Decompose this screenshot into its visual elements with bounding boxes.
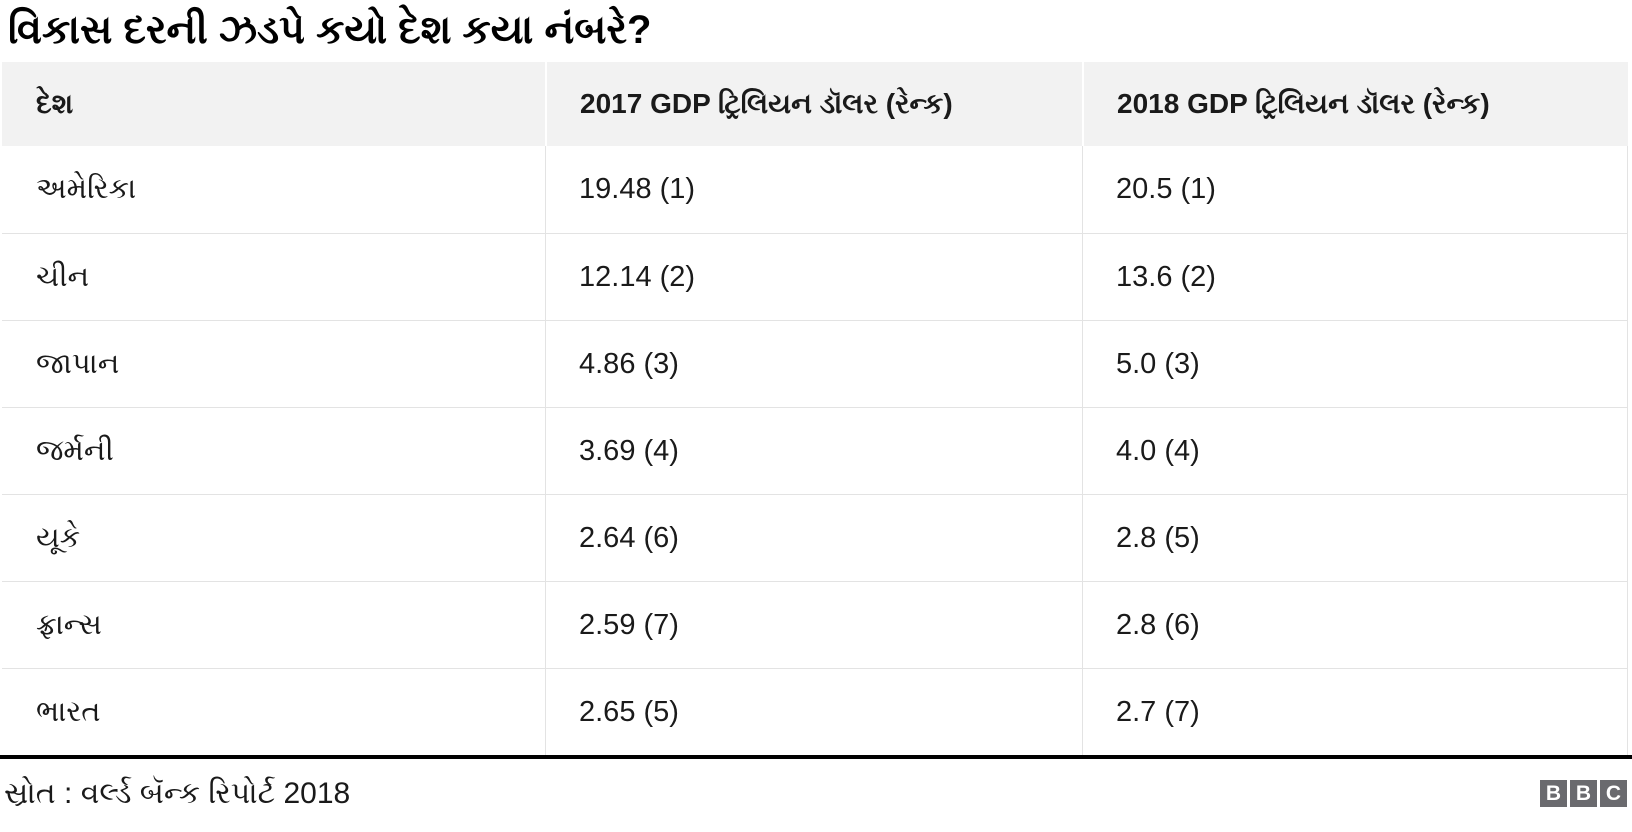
table-row: અમેરિકા 19.48 (1) 20.5 (1) — [2, 146, 1628, 233]
cell-gdp-2018: 13.6 (2) — [1082, 233, 1628, 320]
source-label: સ્રોત : વર્લ્ડ બૅન્ક રિપોર્ટ 2018 — [4, 776, 351, 810]
cell-country: યૂકે — [2, 494, 545, 581]
cell-gdp-2017: 19.48 (1) — [545, 146, 1082, 233]
footer-divider-rule — [0, 755, 1632, 759]
gdp-table: દેશ 2017 GDP ટ્રિલિયન ડૉલર (રેન્ક) 2018 … — [2, 62, 1628, 756]
cell-gdp-2018: 4.0 (4) — [1082, 407, 1628, 494]
cell-gdp-2018: 2.7 (7) — [1082, 668, 1628, 755]
bbc-logo-block-2: B — [1570, 780, 1597, 807]
cell-gdp-2018: 2.8 (6) — [1082, 581, 1628, 668]
bbc-logo: B B C — [1540, 780, 1627, 807]
table-row: યૂકે 2.64 (6) 2.8 (5) — [2, 494, 1628, 581]
table-row: જર્મની 3.69 (4) 4.0 (4) — [2, 407, 1628, 494]
cell-gdp-2017: 2.64 (6) — [545, 494, 1082, 581]
cell-gdp-2017: 3.69 (4) — [545, 407, 1082, 494]
table-row: ભારત 2.65 (5) 2.7 (7) — [2, 668, 1628, 755]
cell-gdp-2017: 4.86 (3) — [545, 320, 1082, 407]
cell-gdp-2017: 2.59 (7) — [545, 581, 1082, 668]
cell-country: ચીન — [2, 233, 545, 320]
bbc-logo-block-3: C — [1600, 780, 1627, 807]
cell-country: ભારત — [2, 668, 545, 755]
cell-gdp-2018: 5.0 (3) — [1082, 320, 1628, 407]
table-row: ફ્રાન્સ 2.59 (7) 2.8 (6) — [2, 581, 1628, 668]
table-row: જાપાન 4.86 (3) 5.0 (3) — [2, 320, 1628, 407]
cell-country: જર્મની — [2, 407, 545, 494]
col-header-country: દેશ — [2, 62, 545, 146]
footer: સ્રોત : વર્લ્ડ બૅન્ક રિપોર્ટ 2018 B B C — [0, 759, 1632, 832]
cell-country: અમેરિકા — [2, 146, 545, 233]
page-title: વિકાસ દરની ઝડપે કયો દેશ કયા નંબરે? — [8, 8, 652, 52]
cell-country: ફ્રાન્સ — [2, 581, 545, 668]
col-header-gdp-2018: 2018 GDP ટ્રિલિયન ડૉલર (રેન્ક) — [1082, 62, 1628, 146]
cell-gdp-2018: 20.5 (1) — [1082, 146, 1628, 233]
cell-gdp-2018: 2.8 (5) — [1082, 494, 1628, 581]
table-header-row: દેશ 2017 GDP ટ્રિલિયન ડૉલર (રેન્ક) 2018 … — [2, 62, 1628, 146]
col-header-gdp-2017: 2017 GDP ટ્રિલિયન ડૉલર (રેન્ક) — [545, 62, 1082, 146]
cell-country: જાપાન — [2, 320, 545, 407]
cell-gdp-2017: 12.14 (2) — [545, 233, 1082, 320]
cell-gdp-2017: 2.65 (5) — [545, 668, 1082, 755]
bbc-logo-block-1: B — [1540, 780, 1567, 807]
table-row: ચીન 12.14 (2) 13.6 (2) — [2, 233, 1628, 320]
